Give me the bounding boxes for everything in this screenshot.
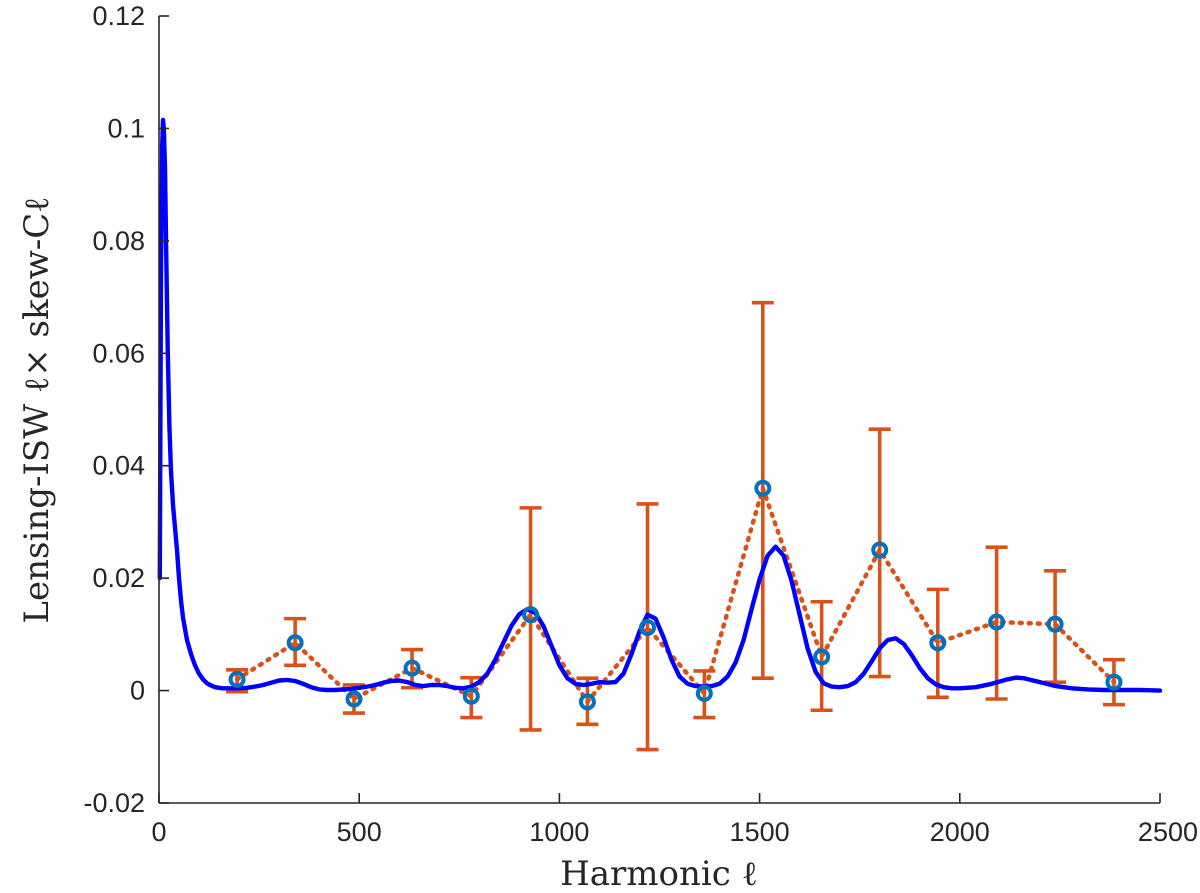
x-tick-label: 2500 — [1138, 817, 1198, 847]
y-tick-label: 0.06 — [92, 338, 145, 368]
y-tick-label: 0.08 — [92, 226, 145, 256]
error-bar — [810, 599, 833, 713]
x-tick-label: 1000 — [529, 817, 589, 847]
error-bar — [1102, 657, 1125, 707]
measurement-point — [988, 613, 1006, 631]
measurement-point — [638, 619, 656, 637]
error-bar — [693, 669, 716, 720]
measurement-point — [345, 690, 363, 708]
plot-area — [157, 117, 1163, 752]
error-bar — [985, 545, 1008, 701]
x-tick-label: 2000 — [930, 817, 990, 847]
measurement-point — [462, 687, 480, 705]
theory-curve — [157, 117, 1163, 693]
y-tick-label: 0 — [130, 676, 145, 706]
error-bar — [519, 506, 542, 732]
y-axis-title: Lensing-ISW ℓ× skew-Cℓ — [17, 196, 57, 623]
measurement-point — [871, 541, 889, 559]
measurement-point — [286, 634, 304, 652]
measurement-point — [228, 670, 246, 688]
measurement-point — [813, 648, 831, 666]
measurement-point — [403, 659, 421, 677]
measurement-point — [578, 693, 596, 711]
error-bar — [926, 587, 949, 700]
y-tick-label: 0.12 — [92, 1, 145, 31]
y-tick-label: -0.02 — [83, 788, 145, 818]
y-tick-label: 0.04 — [92, 451, 145, 481]
x-tick-label: 500 — [337, 817, 382, 847]
measurement-point — [929, 634, 947, 652]
error-bar — [868, 427, 891, 679]
measurement-point — [695, 684, 713, 702]
measurement-point — [1046, 615, 1064, 633]
x-tick-label: 1500 — [730, 817, 790, 847]
x-axis-title: Harmonic ℓ — [560, 854, 758, 893]
measurement-point — [754, 479, 772, 497]
error-bar — [284, 616, 307, 668]
x-tick-label: 0 — [151, 817, 166, 847]
y-tick-label: 0.02 — [92, 563, 145, 593]
y-tick-label: 0.1 — [107, 113, 145, 143]
measurement-point — [522, 606, 540, 624]
error-bar — [636, 502, 659, 752]
error-bar — [751, 300, 774, 681]
measurement-point — [1105, 673, 1123, 691]
